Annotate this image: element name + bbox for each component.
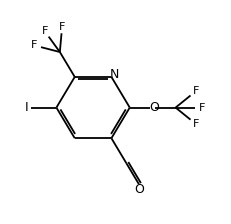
Text: F: F [192, 86, 198, 96]
Text: I: I [24, 101, 28, 114]
Text: F: F [198, 103, 204, 113]
Text: O: O [149, 101, 158, 114]
Text: N: N [109, 68, 118, 81]
Text: F: F [192, 119, 198, 129]
Text: O: O [134, 183, 143, 196]
Text: F: F [59, 22, 65, 32]
Text: F: F [31, 40, 37, 50]
Text: F: F [41, 26, 48, 36]
